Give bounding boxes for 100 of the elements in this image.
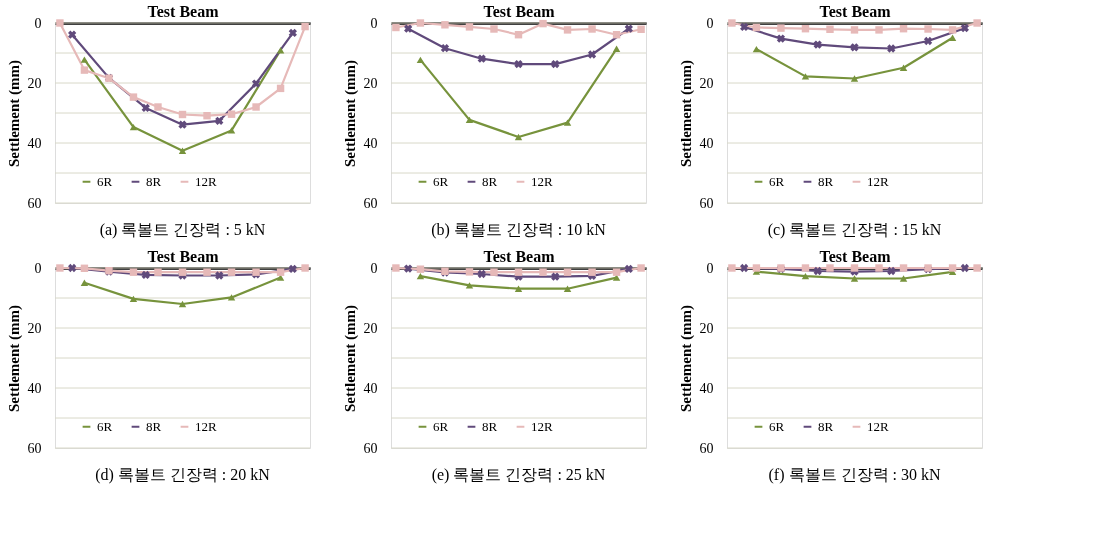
y-tick-label: 40: [363, 380, 378, 396]
legend-label: 6R: [769, 418, 785, 434]
point: [539, 268, 547, 276]
point: [392, 23, 400, 32]
point: [588, 268, 596, 276]
legend-label: 6R: [97, 418, 113, 434]
y-tick-label: 20: [27, 320, 42, 336]
point: [129, 123, 138, 131]
point: [477, 54, 486, 63]
y-tick-label: 60: [27, 195, 42, 211]
y-tick-label: 60: [363, 195, 378, 211]
y-axis-title: Settlement (mm): [677, 304, 695, 413]
point: [728, 19, 736, 27]
point: [752, 45, 761, 53]
point: [252, 103, 260, 111]
legend-label: 8R: [146, 418, 162, 434]
point: [416, 56, 425, 64]
y-tick-label: 0: [34, 260, 42, 276]
point: [288, 28, 297, 38]
y-tick-label: 20: [699, 75, 714, 91]
point: [56, 19, 64, 27]
y-tick-label: 60: [27, 440, 42, 456]
point: [813, 266, 822, 276]
legend-label: 12R: [195, 173, 217, 189]
point: [612, 45, 621, 53]
point: [875, 26, 883, 34]
y-tick-label: 0: [34, 15, 42, 31]
point: [899, 275, 908, 282]
chart-title: Test Beam: [483, 247, 556, 265]
point: [740, 263, 749, 273]
point: [850, 75, 859, 82]
text: (c) 록볼트 긴장력 : 15 kN: [767, 221, 942, 239]
point: [490, 25, 498, 33]
point: [416, 265, 425, 273]
point: [80, 56, 89, 63]
point: [465, 282, 474, 289]
y-tick-label: 20: [699, 320, 714, 336]
legend-label: 12R: [531, 418, 553, 434]
text: (f) 록볼트 긴장력 : 30 kN: [768, 466, 941, 484]
point: [850, 264, 859, 272]
point: [129, 93, 138, 101]
point: [801, 272, 810, 280]
y-tick-label: 60: [363, 440, 378, 456]
chart-title: Test Beam: [483, 2, 556, 20]
point: [612, 268, 621, 276]
point: [923, 36, 933, 46]
point: [141, 103, 150, 113]
y-axis-title: Settlement (mm): [341, 304, 359, 413]
chart-title: Test Beam: [147, 247, 220, 265]
y-tick-label: 0: [706, 260, 714, 276]
point: [68, 263, 77, 273]
point: [960, 263, 969, 273]
point: [80, 279, 89, 286]
point: [215, 271, 224, 280]
point: [514, 285, 523, 292]
legend-label: 8R: [818, 418, 834, 434]
point: [801, 264, 810, 272]
point: [490, 268, 498, 276]
legend-label: 6R: [433, 418, 449, 434]
point: [551, 272, 560, 281]
point: [276, 274, 285, 281]
point: [251, 79, 261, 88]
point: [826, 25, 834, 34]
point: [899, 64, 908, 71]
point: [563, 268, 572, 276]
point: [514, 268, 523, 276]
point: [227, 127, 236, 134]
y-tick-label: 40: [699, 135, 714, 151]
point: [948, 264, 957, 272]
point: [227, 294, 236, 301]
point: [948, 34, 957, 41]
legend-label: 6R: [433, 173, 449, 189]
point: [301, 22, 309, 31]
point: [276, 47, 285, 54]
legend-label: 6R: [97, 173, 113, 189]
y-tick-label: 0: [706, 15, 714, 31]
y-tick-label: 40: [27, 380, 42, 396]
point: [588, 25, 596, 33]
y-tick-label: 40: [27, 135, 42, 151]
point: [215, 116, 224, 125]
point: [887, 266, 896, 276]
point: [465, 116, 474, 124]
text: (b) 록볼트 긴장력 : 10 kN: [431, 221, 607, 239]
y-tick-label: 60: [699, 195, 714, 211]
point: [948, 26, 957, 34]
point: [563, 119, 572, 126]
point: [465, 268, 474, 276]
point: [227, 110, 236, 118]
y-tick-label: 20: [363, 320, 378, 336]
point: [826, 264, 834, 272]
point: [813, 40, 822, 49]
y-tick-label: 40: [699, 380, 714, 396]
point: [850, 275, 859, 282]
point: [178, 147, 187, 155]
text: (e) 록볼트 긴장력 : 25 kN: [431, 466, 606, 484]
y-axis-title: Settlement (mm): [677, 59, 695, 168]
point: [924, 25, 932, 33]
legend-label: 8R: [146, 173, 162, 189]
point: [563, 26, 572, 34]
point: [612, 274, 621, 281]
